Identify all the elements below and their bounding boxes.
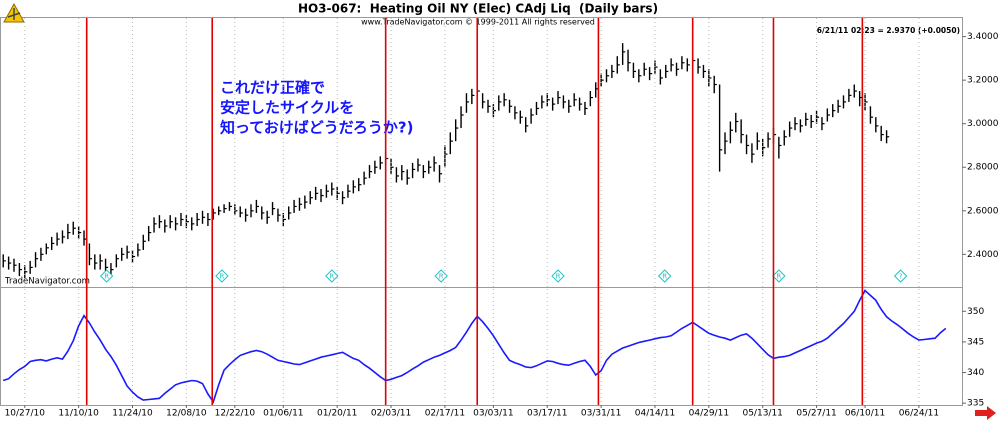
x-tick-label: 03/31/11: [581, 409, 621, 419]
y-tick-label: 3.0000: [967, 119, 999, 129]
x-tick-label: 11/10/10: [58, 409, 99, 419]
cycle-marker-label: R: [556, 273, 561, 281]
cycle-marker: [325, 269, 339, 283]
cycle-marker: [893, 269, 908, 283]
y-tick-label: 3.2000: [967, 76, 999, 86]
watermark: TradeNavigator.com: [4, 277, 90, 287]
x-tick-label: 01/20/11: [317, 409, 357, 419]
cycle-marker: [772, 269, 786, 283]
plot-frame: [0, 17, 963, 406]
annotation: 知っておけばどうだろうか?): [220, 119, 413, 137]
cycle-marker-label: R: [662, 273, 667, 281]
cycle-marker-label: ?: [899, 273, 903, 281]
cycle-marker: [551, 269, 565, 283]
logo-icon: [3, 2, 25, 23]
x-tick-label: 12/22/10: [215, 409, 256, 419]
x-tick-label: 05/13/11: [742, 409, 782, 419]
x-tick-label: 03/03/11: [473, 409, 513, 419]
x-tick-label: 04/29/11: [689, 409, 729, 419]
x-tick-label: 03/17/11: [527, 409, 567, 419]
x-tick-label: 11/24/10: [112, 409, 153, 419]
y-tick-label: 335: [967, 399, 984, 409]
y-tick-label: 340: [967, 368, 984, 378]
cycle-marker: [215, 269, 229, 283]
cycle-marker-label: R: [439, 273, 444, 281]
chart-title: HO3-067: Heating Oil NY (Elec) CAdj Liq …: [298, 2, 658, 16]
y-tick-label: 2.8000: [967, 163, 999, 173]
x-tick-label: 10/27/10: [5, 409, 46, 419]
x-tick-label: 02/03/11: [371, 409, 411, 419]
cycle-marker: [657, 269, 672, 283]
y-tick-label: 3.4000: [967, 32, 999, 42]
x-tick-label: 02/17/11: [425, 409, 465, 419]
x-tick-label: 04/14/11: [635, 409, 675, 419]
x-tick-label: 06/24/11: [899, 409, 939, 419]
x-tick-label: 05/27/11: [796, 409, 836, 419]
x-tick-label: 01/06/11: [263, 409, 303, 419]
annotation: 安定したサイクルを: [220, 99, 354, 117]
quote-label: 6/21/11 02:23 = 2.9370 (+0.0050): [817, 26, 960, 35]
y-tick-label: 2.4000: [967, 250, 999, 260]
y-tick-label: 2.6000: [967, 206, 999, 216]
x-tick-label: 06/10/11: [845, 409, 885, 419]
y-tick-label: 350: [967, 307, 984, 317]
scroll-arrow[interactable]: [975, 406, 996, 420]
cycle-marker-label: R: [329, 273, 334, 281]
cycle-marker-label: R: [104, 273, 109, 281]
cycle-marker-label: R: [219, 273, 224, 281]
cycle-marker: [99, 269, 114, 283]
y-tick-label: 345: [967, 337, 984, 347]
oscillator-line: [2, 289, 947, 404]
cycle-marker-label: R: [776, 273, 781, 281]
x-tick-label: 12/08/10: [166, 409, 207, 419]
annotation: これだけ正確で: [220, 79, 325, 97]
